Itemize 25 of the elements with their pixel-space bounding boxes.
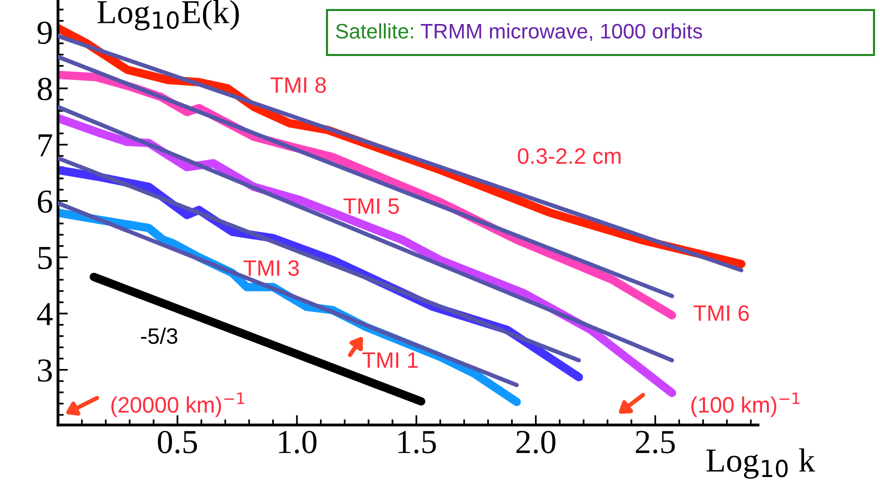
y-tick-label: 7 <box>38 134 52 156</box>
annotation: TMI 5 <box>344 198 399 214</box>
x-tick-label: 2.0 <box>516 430 556 454</box>
annotation: (20000 km)$^{−1}$ <box>111 392 244 418</box>
y-tick-label: 8 <box>38 78 52 100</box>
annotation: -5/3 <box>140 328 178 344</box>
x-tick-label: 1.5 <box>398 430 436 454</box>
annotation: Satellite: <box>336 23 414 39</box>
y-tick-label: 5 <box>38 246 52 270</box>
x-tick-label: 0.5 <box>158 430 197 454</box>
y-tick-label: 9 <box>38 22 52 44</box>
annotation: 0.3-2.2 cm <box>518 148 621 164</box>
annotation: TMI 6 <box>694 305 749 321</box>
y-axis-title: Log$_{10}$E(k) <box>97 0 239 30</box>
annotation: TMI 8 <box>270 77 326 93</box>
y-tick-label: 4 <box>37 303 53 326</box>
annotation: TRMM microwave, 1000 orbits <box>420 23 702 42</box>
y-tick-label: 3 <box>38 359 52 382</box>
y-tick-label: 6 <box>38 190 52 213</box>
annotation: (100 km)$^{−1}$ <box>691 392 800 418</box>
x-axis-title: Log$_{10}$ k <box>706 448 816 479</box>
annotation: TMI 1 <box>362 352 418 368</box>
annotation: TMI 3 <box>244 260 299 276</box>
x-tick-label: 1.0 <box>279 430 316 454</box>
x-tick-label: 2.5 <box>636 430 675 454</box>
